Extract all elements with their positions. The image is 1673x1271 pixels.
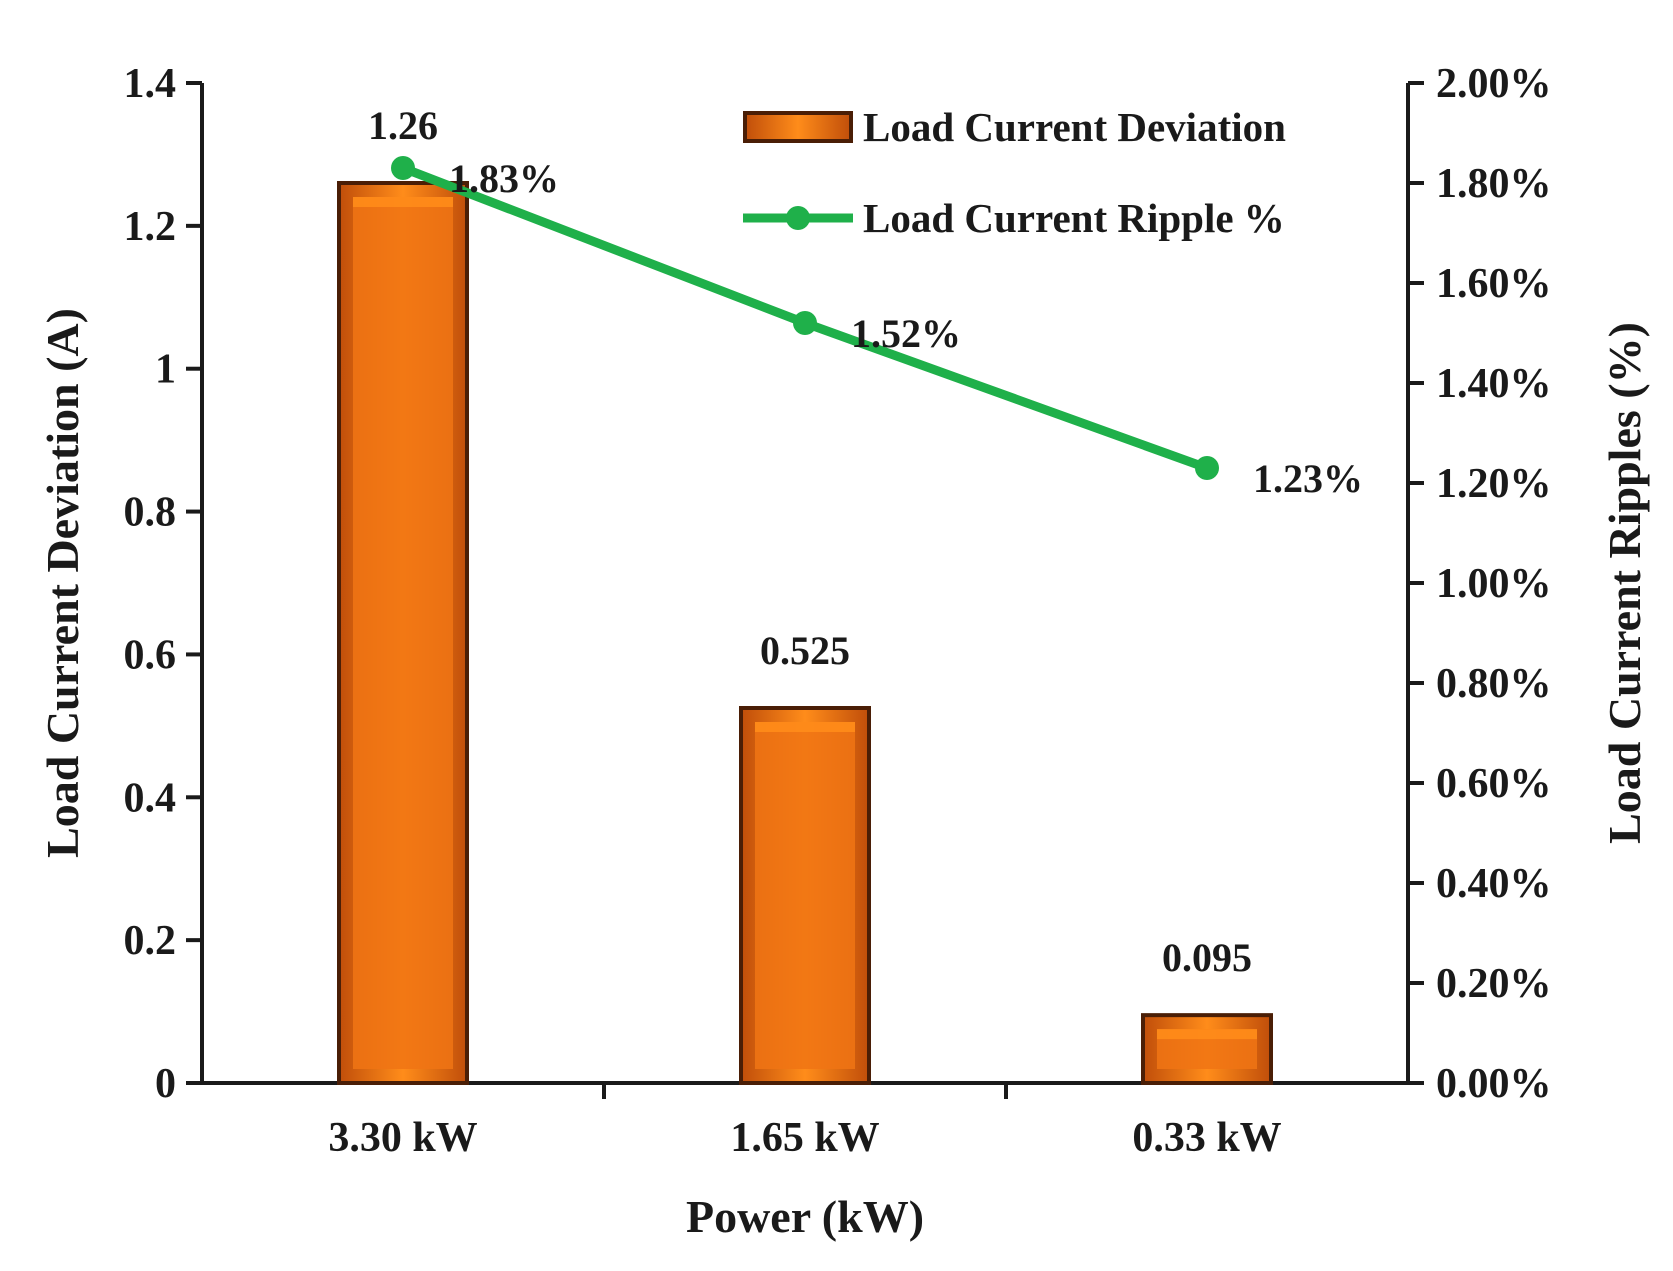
line-data-label: 1.83%: [449, 156, 559, 201]
y-tick-label-left: 0: [155, 1061, 176, 1107]
y-tick-label-right: 1.60%: [1436, 261, 1552, 307]
line-data-label: 1.52%: [851, 311, 961, 356]
y-tick-label-right: 1.40%: [1436, 361, 1552, 407]
bar-highlight: [1157, 1029, 1257, 1040]
legend-bar-swatch: [743, 111, 853, 143]
legend-line-label: Load Current Ripple %: [863, 195, 1285, 241]
legend: Load Current Deviation Load Current Rippl…: [743, 104, 1286, 241]
y-tick-label-left: 1.2: [124, 204, 177, 250]
axes: 0 0.2 0.4 0.6 0.8 1 1.2 1.4 0.00% 0.20% 0.40% 0.60%…: [37, 61, 1650, 1242]
bar: [337, 181, 469, 1085]
data-labels: 1.26 0.525 0.095 1.83% 1.52% 1.23%: [368, 103, 1363, 980]
y-tick-label-right: 0.60%: [1436, 761, 1552, 807]
y-tick-label-left: 0.8: [124, 490, 177, 536]
bar-highlight: [353, 197, 453, 207]
legend-line-marker: [786, 206, 810, 230]
y-tick-label-left: 1: [155, 347, 176, 393]
x-tick-label: 1.65 kW: [730, 1115, 879, 1161]
y-tick-label-right: 1.20%: [1436, 461, 1552, 507]
y-tick-label-right: 0.20%: [1436, 961, 1552, 1007]
x-tick-label: 0.33 kW: [1132, 1115, 1281, 1161]
y-tick-label-right: 1.00%: [1436, 561, 1552, 607]
bar: [1141, 1013, 1273, 1086]
x-axis-title: Power (kW): [686, 1191, 924, 1242]
y-axis-title-right: Load Current Ripples (%): [1599, 322, 1650, 844]
bar-highlight: [755, 722, 855, 732]
legend-item-bar: Load Current Deviation: [743, 104, 1286, 150]
y-tick-label-right: 2.00%: [1436, 61, 1552, 107]
ripple-point: [391, 156, 415, 180]
y-tick-label-right: 0.40%: [1436, 861, 1552, 907]
bar-data-label: 0.095: [1162, 935, 1252, 980]
y-tick-label-right: 0.00%: [1436, 1061, 1552, 1107]
line-series: [391, 156, 1219, 480]
bar-face: [755, 722, 855, 1069]
ripple-point: [793, 311, 817, 335]
legend-bar-label: Load Current Deviation: [863, 104, 1286, 150]
bar-data-label: 1.26: [368, 103, 438, 148]
y-tick-label-right: 0.80%: [1436, 661, 1552, 707]
legend-item-line: Load Current Ripple %: [743, 195, 1285, 241]
line-data-label: 1.23%: [1253, 456, 1363, 501]
bars: [337, 181, 1273, 1086]
y-tick-label-right: 1.80%: [1436, 161, 1552, 207]
bar: [739, 706, 871, 1085]
y-tick-label-left: 0.6: [124, 632, 177, 678]
y-tick-label-left: 1.4: [124, 61, 177, 107]
bar-face: [353, 197, 453, 1069]
y-tick-label-left: 0.4: [124, 775, 177, 821]
bar-data-label: 0.525: [760, 628, 850, 673]
y-tick-label-left: 0.2: [124, 918, 177, 964]
ripple-point: [1195, 456, 1219, 480]
y-axis-title-left: Load Current Deviation (A): [37, 308, 88, 858]
x-tick-label: 3.30 kW: [328, 1115, 477, 1161]
